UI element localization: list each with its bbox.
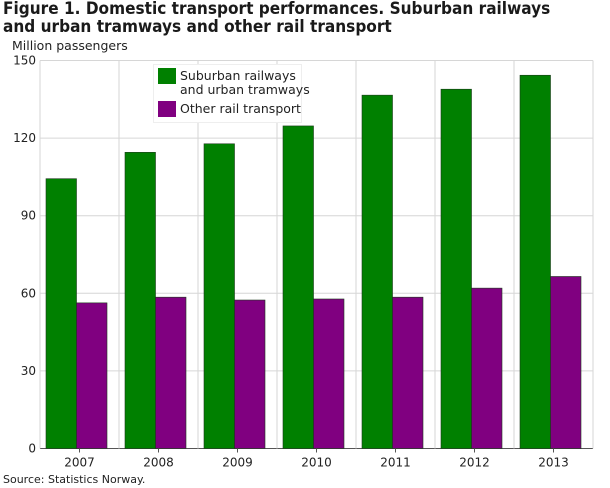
bar-suburban-2012 [440, 88, 472, 449]
legend-box [153, 64, 302, 123]
bar-suburban-2011 [361, 94, 393, 449]
x-tick-label: 2011 [380, 456, 411, 470]
y-tick-label: 60 [21, 286, 36, 300]
source-note: Source: Statistics Norway. [3, 473, 146, 486]
x-tick-label: 2012 [459, 456, 490, 470]
bar-other-rail-2013 [550, 276, 582, 449]
x-tick-label: 2013 [538, 456, 569, 470]
legend-swatch [158, 68, 176, 84]
y-axis-label: Million passengers [12, 38, 128, 53]
y-tick-label: 90 [21, 209, 36, 223]
bar-suburban-2010 [282, 125, 314, 449]
legend-swatch [158, 101, 176, 117]
y-tick-label: 150 [13, 54, 36, 68]
bar-suburban-2009 [203, 143, 235, 449]
x-tick-label: 2010 [301, 456, 332, 470]
bar-suburban-2007 [45, 178, 77, 449]
bar-suburban-2013 [519, 74, 551, 449]
bar-other-rail-2012 [471, 287, 503, 449]
x-tick-label: 2009 [222, 456, 253, 470]
bar-other-rail-2009 [234, 299, 266, 449]
y-tick-label: 120 [13, 131, 36, 145]
bar-suburban-2008 [124, 152, 156, 449]
chart-title: Figure 1. Domestic transport performance… [3, 0, 551, 36]
y-tick-label: 0 [28, 442, 36, 456]
legend-label: Suburban railways [180, 68, 296, 83]
x-tick-label: 2008 [143, 456, 174, 470]
legend-label: and urban tramways [180, 82, 310, 97]
bar-other-rail-2007 [76, 302, 108, 449]
bar-other-rail-2008 [155, 296, 187, 449]
legend-label: Other rail transport [180, 101, 301, 116]
bar-other-rail-2011 [392, 296, 424, 449]
bar-other-rail-2010 [313, 298, 345, 449]
x-tick-label: 2007 [64, 456, 95, 470]
y-tick-label: 30 [21, 364, 36, 378]
